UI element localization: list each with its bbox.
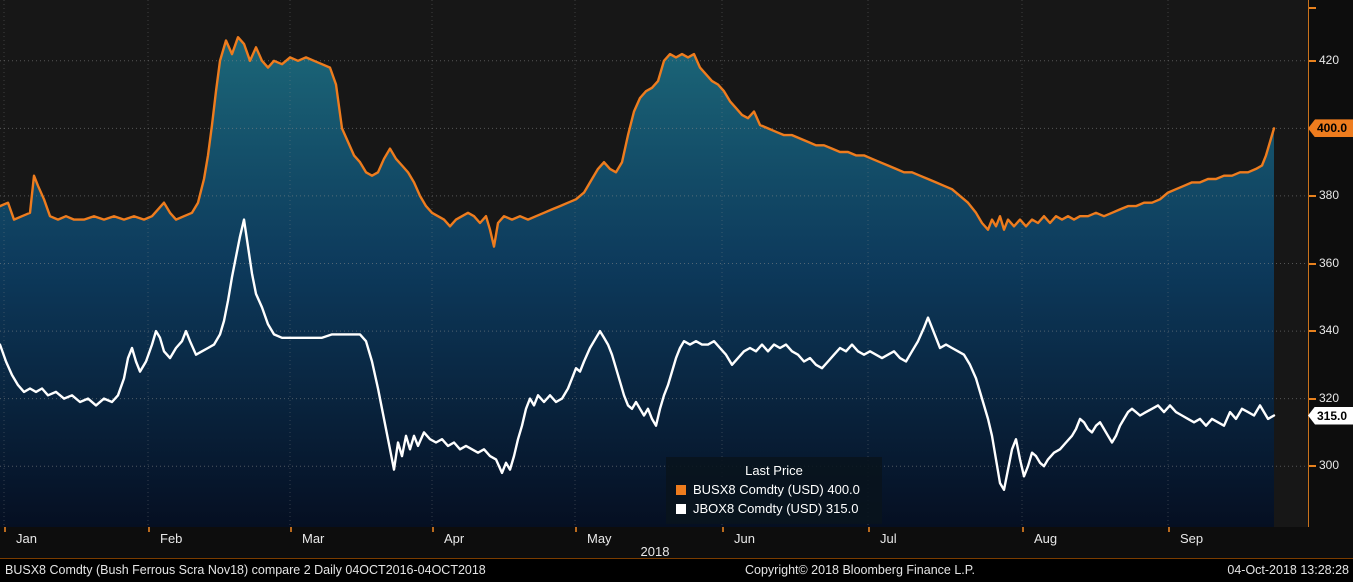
x-axis-month-label: Mar [302,531,325,546]
y-axis-tick [1309,330,1316,333]
x-axis-tick [4,527,6,532]
x-axis-month-label: Apr [444,531,465,546]
y-axis-tick [1309,59,1316,62]
y-axis-top-tick [1309,7,1316,9]
y-axis-label: 380 [1319,187,1340,202]
y-axis-tick [1309,397,1316,400]
y-axis-label: 300 [1319,458,1340,473]
x-axis-month-label: Jun [734,531,755,546]
x-axis-month-label: Aug [1034,531,1058,546]
x-axis-tick [432,527,434,532]
x-axis-tick [575,527,577,532]
chart-legend[interactable]: Last Price BUSX8 Comdty (USD) 400.0 JBOX… [666,457,882,524]
timestamp: 04-Oct-2018 13:28:28 [1227,563,1349,577]
price-chart [0,0,1308,527]
legend-item-busx8: BUSX8 Comdty (USD) 400.0 [676,482,872,497]
x-axis-tick [868,527,870,532]
busx8-last-price-badge: 400.0 [1308,119,1353,138]
x-axis-year-label: 2018 [640,544,670,559]
x-axis-month-label: May [587,531,612,546]
x-axis-month-label: Feb [160,531,183,546]
legend-item-label: BUSX8 Comdty (USD) 400.0 [693,482,860,497]
chart-description: BUSX8 Comdty (Bush Ferrous Scra Nov18) c… [5,563,486,577]
y-axis-label: 360 [1319,255,1340,270]
x-axis-tick [1022,527,1024,532]
x-axis-month-label: Jan [16,531,37,546]
jbox8-price-line [0,218,1276,491]
chart-plot-area[interactable]: Last Price BUSX8 Comdty (USD) 400.0 JBOX… [0,0,1308,527]
legend-title: Last Price [745,463,803,478]
legend-item-jbox8: JBOX8 Comdty (USD) 315.0 [676,501,872,516]
y-axis-label: 340 [1319,323,1340,338]
y-axis-label: 420 [1319,52,1340,67]
x-axis-month-label: Sep [1180,531,1204,546]
status-bar: BUSX8 Comdty (Bush Ferrous Scra Nov18) c… [0,558,1353,582]
y-axis-tick [1309,262,1316,265]
legend-item-label: JBOX8 Comdty (USD) 315.0 [693,501,859,516]
jbox8-last-price-badge: 315.0 [1308,406,1353,425]
x-axis-month-label: Jul [880,531,897,546]
busx8-area-fill [0,37,1274,527]
jbox8-swatch-icon [676,503,686,514]
x-axis-tick [722,527,724,532]
y-axis-tick [1309,194,1316,197]
y-axis-tick [1309,465,1316,468]
y-axis-label: 320 [1319,390,1340,405]
y-axis: 300 320 340 360 380 420 [1308,0,1353,527]
copyright-text: Copyright© 2018 Bloomberg Finance L.P. [745,563,975,577]
x-axis-tick [1168,527,1170,532]
busx8-swatch-icon [676,484,686,495]
x-axis: 2018 Jan Feb Mar Apr May Jun Jul Aug Sep [0,527,1353,559]
x-axis-tick [290,527,292,532]
x-axis-tick [148,527,150,532]
busx8-price-line [0,36,1276,248]
